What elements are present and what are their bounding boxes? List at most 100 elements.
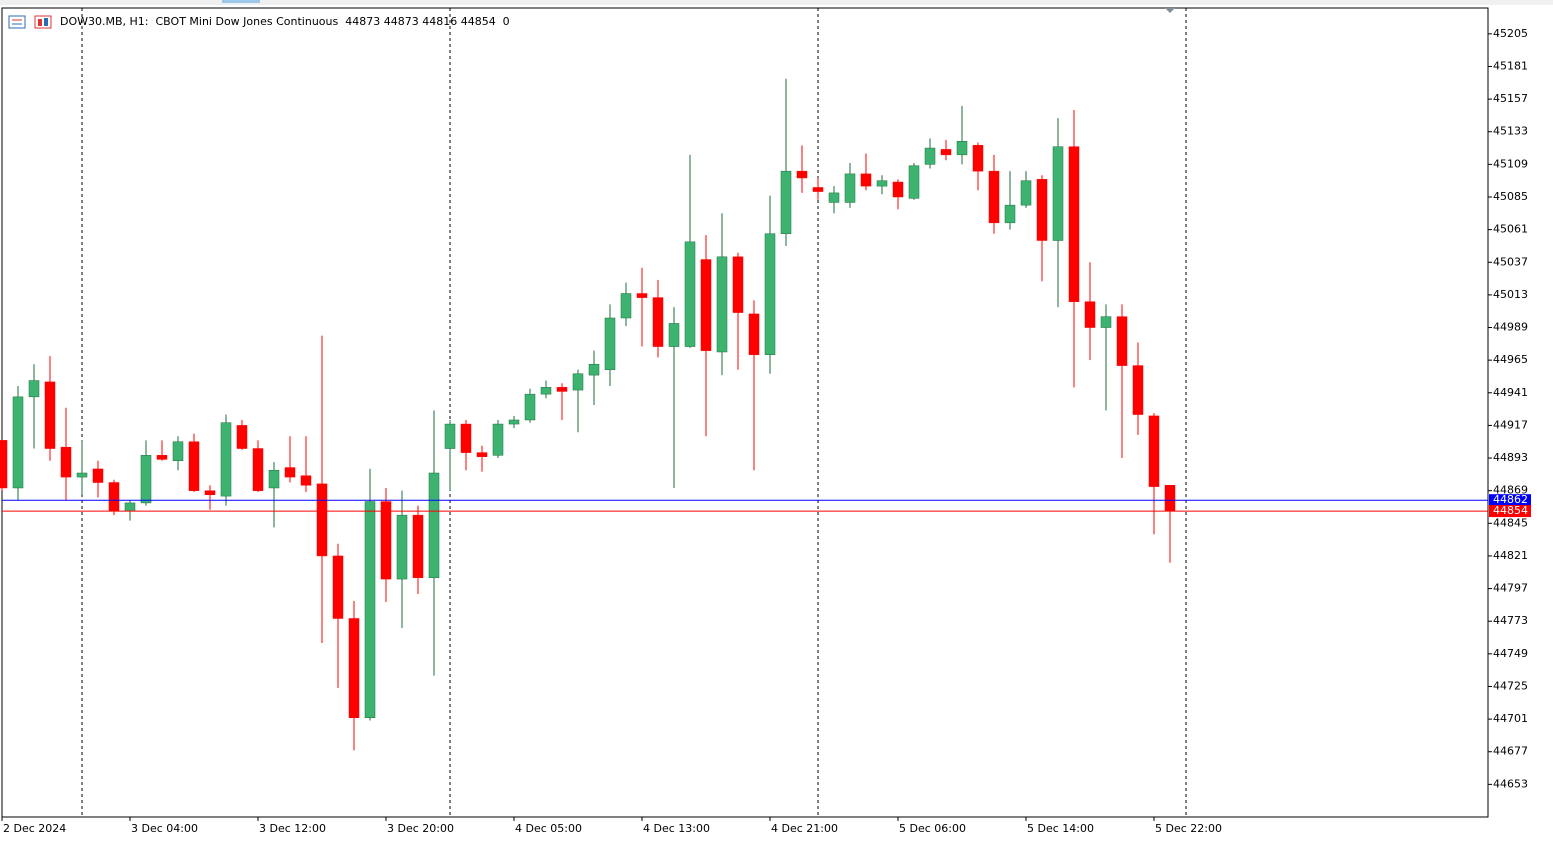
candle-body: [332, 555, 344, 619]
x-tick-label: 4 Dec 05:00: [515, 822, 582, 835]
candle-body: [844, 173, 856, 203]
candle-body: [732, 256, 744, 313]
candle-body: [988, 170, 1000, 224]
candle-body: [748, 313, 760, 355]
y-tick-label: 44653: [1493, 777, 1528, 790]
y-tick-label: 44749: [1493, 647, 1528, 660]
candle-body: [12, 396, 24, 489]
candle-body: [556, 387, 568, 392]
candle-body: [76, 472, 88, 478]
y-tick-label: 45157: [1493, 92, 1528, 105]
top-strip: [0, 0, 1553, 5]
candle-body: [1084, 301, 1096, 328]
candle-body: [444, 423, 456, 449]
y-tick-label: 44917: [1493, 418, 1528, 431]
y-tick-label: 44869: [1493, 484, 1528, 497]
candle-body: [300, 475, 312, 486]
candle-body: [1100, 316, 1112, 328]
candle-body: [828, 192, 840, 203]
candle-body: [1148, 415, 1160, 487]
y-tick-label: 45133: [1493, 125, 1528, 138]
x-tick-label: 3 Dec 12:00: [259, 822, 326, 835]
candle-body: [316, 483, 328, 557]
x-tick-label: 3 Dec 20:00: [387, 822, 454, 835]
period-separators: [81, 8, 1187, 817]
y-tick-label: 44725: [1493, 679, 1528, 692]
y-tick-label: 45061: [1493, 223, 1528, 236]
candle-body: [108, 482, 120, 512]
y-tick-label: 44941: [1493, 386, 1528, 399]
candle-body: [380, 501, 392, 580]
candle-body: [668, 323, 680, 347]
candle-body: [44, 381, 56, 449]
ask-label-bg: [1489, 494, 1531, 507]
candle-body: [956, 140, 968, 156]
candle-body: [172, 441, 184, 462]
candle-body: [764, 233, 776, 355]
candle-body: [684, 241, 696, 347]
candle-body: [220, 422, 232, 497]
candle-body: [188, 441, 200, 491]
x-tick-label: 5 Dec 14:00: [1027, 822, 1094, 835]
icon: [38, 19, 42, 26]
chart-title: DOW30.MB, H1: CBOT Mini Dow Jones Contin…: [60, 15, 510, 28]
candle-body: [860, 173, 872, 187]
candle-body: [780, 170, 792, 234]
x-tick-label: 3 Dec 04:00: [131, 822, 198, 835]
candle-body: [92, 468, 104, 483]
candle-body: [1020, 180, 1032, 206]
candle-body: [1068, 146, 1080, 302]
candle-body: [524, 393, 536, 421]
icon: [8, 15, 26, 29]
x-tick-label: 5 Dec 22:00: [1155, 822, 1222, 835]
y-tick-label: 44893: [1493, 451, 1528, 464]
candle-body: [940, 149, 952, 156]
icon: [44, 18, 48, 26]
tab: [222, 0, 260, 3]
candle-body: [1052, 146, 1064, 241]
candle-body: [1036, 179, 1048, 241]
plot-frame: [1, 7, 1489, 818]
y-tick-label: 44989: [1493, 321, 1528, 334]
candle-body: [876, 180, 888, 187]
shift-marker: [1165, 8, 1175, 13]
candle-body: [492, 423, 504, 456]
candle-body: [604, 317, 616, 370]
candle-body: [796, 170, 808, 179]
candle-body: [892, 181, 904, 198]
candle-body: [636, 293, 648, 298]
candle-body: [460, 423, 472, 453]
y-tick-label: 45013: [1493, 288, 1528, 301]
y-tick-label: 44701: [1493, 712, 1528, 725]
x-tick-label: 2 Dec 2024: [3, 822, 66, 835]
candle-body: [124, 502, 136, 512]
candle-body: [60, 446, 72, 478]
y-tick-label: 45037: [1493, 255, 1528, 268]
y-tick-label: 44821: [1493, 549, 1528, 562]
candle-body: [476, 452, 488, 457]
candle-body: [0, 440, 8, 489]
candle-body: [364, 501, 376, 718]
candle-body: [908, 165, 920, 199]
candle-body: [1132, 365, 1144, 415]
y-tick-label: 45181: [1493, 59, 1528, 72]
candle-body: [716, 256, 728, 353]
y-tick-label: 44773: [1493, 614, 1528, 627]
candle-body: [268, 470, 280, 489]
icon: [34, 15, 52, 29]
candle-body: [924, 147, 936, 165]
candle-body: [540, 387, 552, 395]
candle-body: [204, 490, 216, 496]
y-tick-label: 45085: [1493, 190, 1528, 203]
candle-body: [972, 145, 984, 172]
candle-body: [28, 380, 40, 398]
candle-body: [140, 455, 152, 504]
bid-label-bg: [1489, 505, 1531, 518]
candle-body: [236, 425, 248, 449]
candle-body: [252, 448, 264, 491]
candle-body: [428, 472, 440, 578]
ask-label: 44862: [1493, 493, 1528, 506]
candle-body: [396, 514, 408, 580]
x-tick-label: 4 Dec 13:00: [643, 822, 710, 835]
candle-body: [412, 514, 424, 578]
